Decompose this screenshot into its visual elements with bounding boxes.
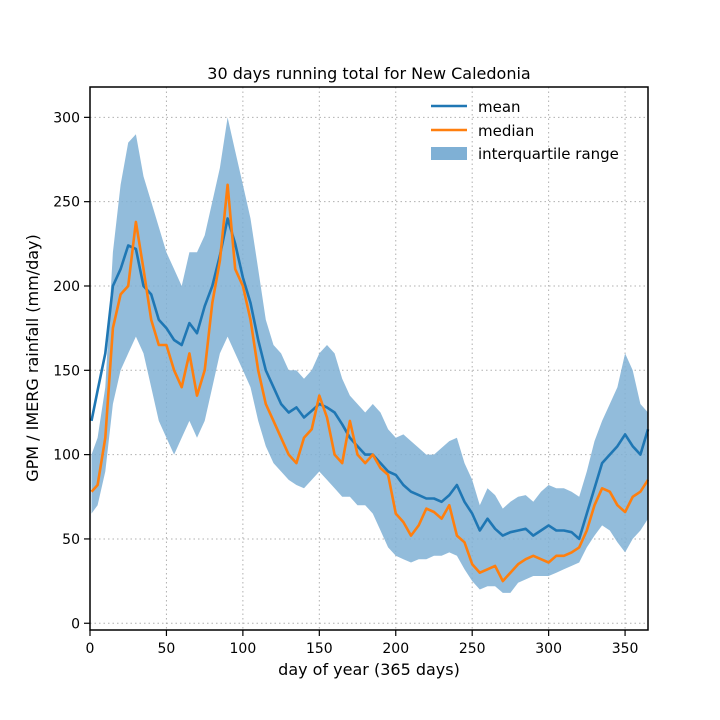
x-tick-label: 200 (382, 641, 409, 657)
x-tick-label: 0 (86, 641, 95, 657)
legend: mean median interquartile range (431, 98, 619, 163)
median-line (90, 183, 650, 583)
x-axis-label: day of year (365 days) (278, 660, 460, 679)
iqr-band (91, 117, 648, 593)
x-tick-label: 350 (612, 641, 639, 657)
x-tick-label: 50 (158, 641, 176, 657)
chart-title: 30 days running total for New Caledonia (207, 64, 530, 83)
legend-iqr-swatch (431, 147, 467, 160)
legend-iqr-label: interquartile range (478, 145, 619, 163)
x-tick-label: 300 (535, 641, 562, 657)
plot-frame (89, 86, 649, 631)
legend-median-label: median (478, 122, 534, 140)
axis-ticks: 0 50 100 150 200 250 300 350 0 50 100 150 200 250 300 (53, 110, 638, 657)
y-tick-label: 100 (53, 448, 80, 464)
y-tick-label: 150 (53, 363, 80, 379)
y-axis-label: GPM / IMERG rainfall (mm/day) (23, 234, 42, 482)
x-tick-label: 150 (306, 641, 333, 657)
y-tick-label: 200 (53, 279, 80, 295)
x-tick-label: 250 (459, 641, 486, 657)
legend-mean-label: mean (478, 98, 521, 116)
mean-line (90, 217, 650, 541)
y-tick-label: 250 (53, 195, 80, 211)
x-tick-label: 100 (230, 641, 257, 657)
y-tick-label: 50 (62, 532, 80, 548)
y-tick-label: 0 (71, 616, 80, 632)
y-tick-label: 300 (53, 110, 80, 126)
